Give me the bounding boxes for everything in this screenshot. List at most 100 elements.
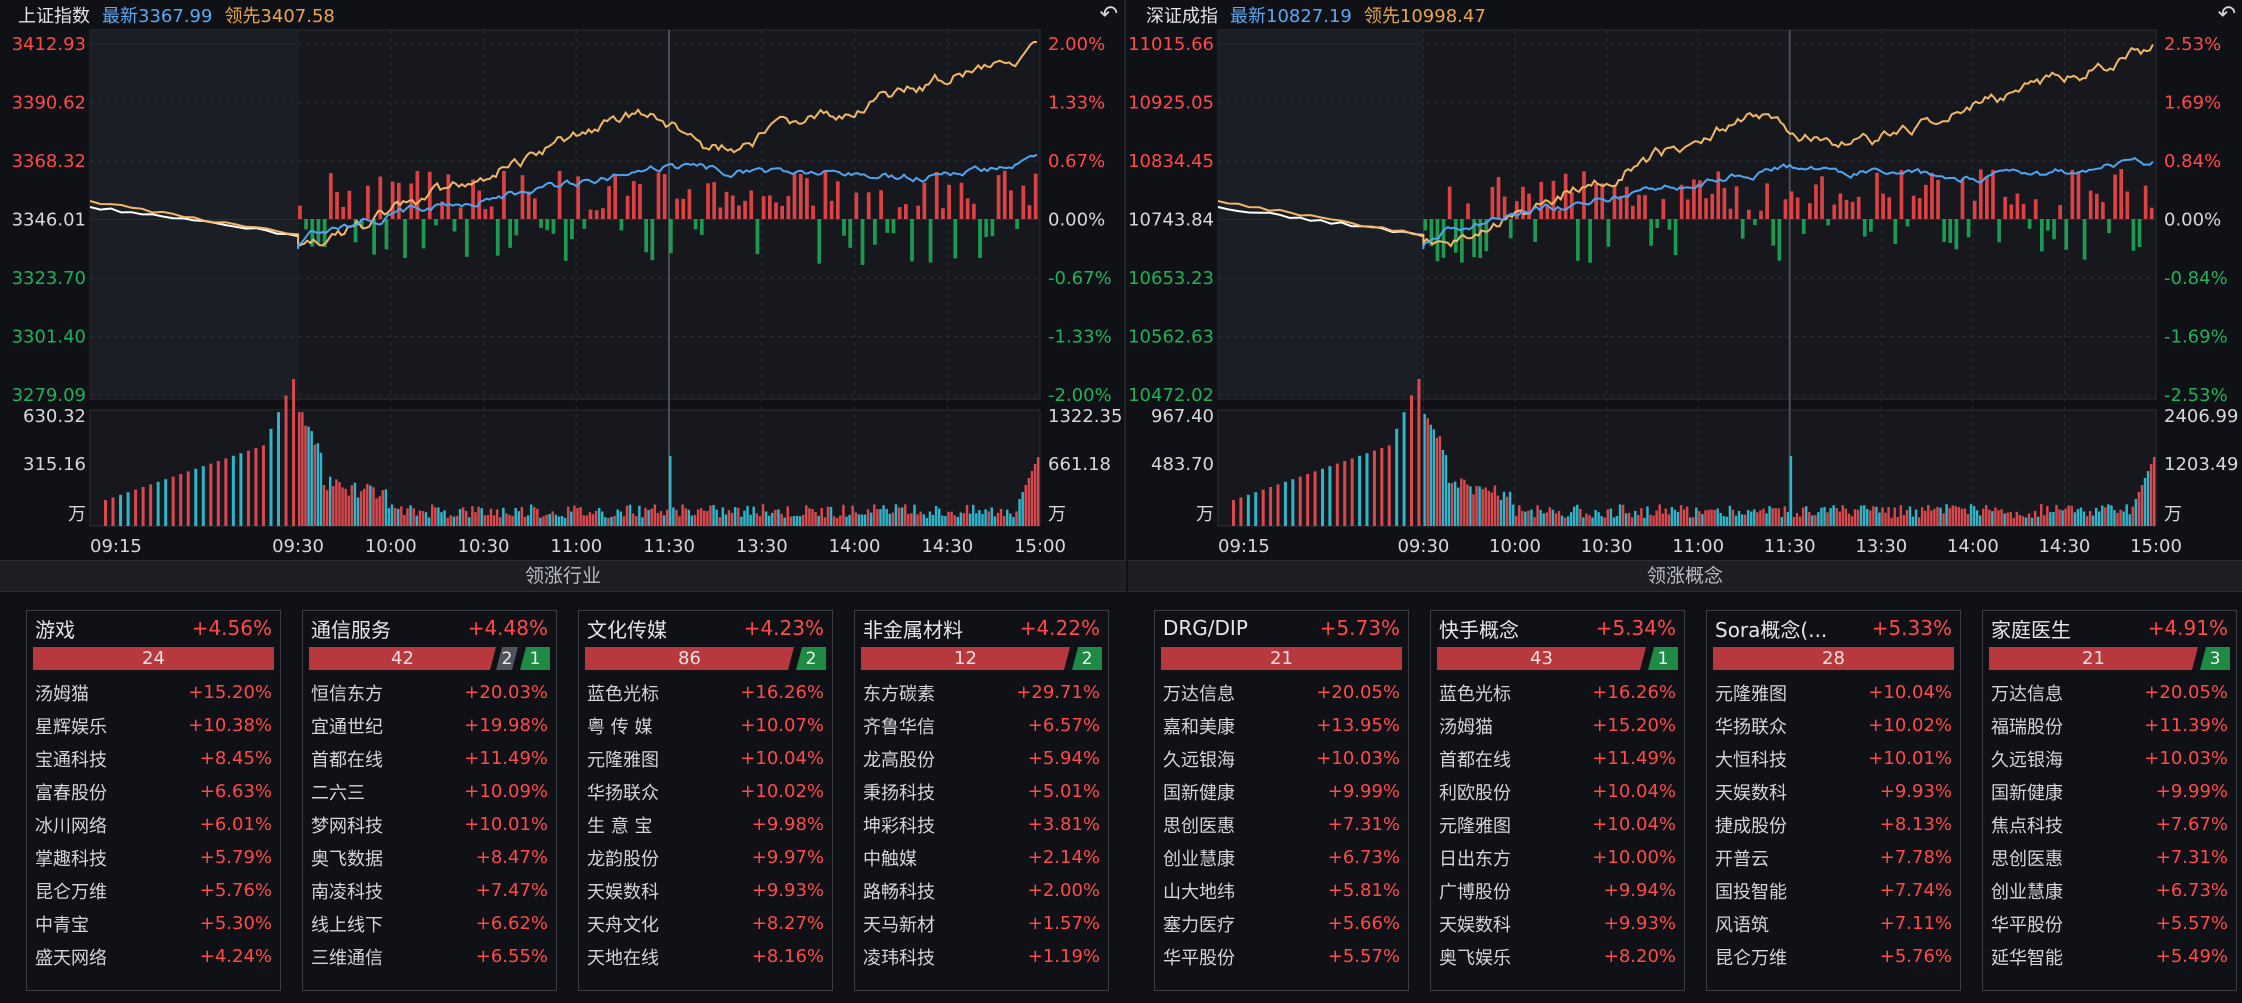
sector-card-title[interactable]: 非金属材料 +4.22%	[861, 611, 1102, 645]
stock-row[interactable]: 南凌科技 +7.47%	[309, 874, 550, 907]
volume-bar	[2125, 504, 2128, 526]
stock-row[interactable]: 龙韵股份 +9.97%	[585, 841, 826, 874]
stock-row[interactable]: 久远银海 +10.03%	[1989, 742, 2230, 775]
sector-card[interactable]: 快手概念 +5.34% 43 1 蓝色光标 +16.26% 汤姆猫 +15.20% 首都在线 +1…	[1430, 610, 1685, 991]
stock-row[interactable]: 久远银海 +10.03%	[1161, 742, 1402, 775]
stock-row[interactable]: 日出东方 +10.00%	[1437, 841, 1678, 874]
stock-row[interactable]: 华扬联众 +10.02%	[1713, 709, 1954, 742]
stock-row[interactable]: 富春股份 +6.63%	[33, 775, 274, 808]
stock-row[interactable]: 元隆雅图 +10.04%	[1713, 676, 1954, 709]
sector-card-title[interactable]: DRG/DIP +5.73%	[1161, 611, 1402, 645]
sector-card-title[interactable]: 快手概念 +5.34%	[1437, 611, 1678, 645]
stock-row[interactable]: 天地在线 +8.16%	[585, 940, 826, 973]
sector-card-title[interactable]: Sora概念(... +5.33%	[1713, 611, 1954, 645]
stock-row[interactable]: 路畅科技 +2.00%	[861, 874, 1102, 907]
stock-row[interactable]: 天娱数科 +9.93%	[585, 874, 826, 907]
stock-row[interactable]: 恒信东方 +20.03%	[309, 676, 550, 709]
sh-index-chart[interactable]: 上证指数 最新3367.99 领先3407.58 ↶ 3412.93 3390.6…	[0, 0, 1126, 560]
stock-row[interactable]: 思创医惠 +7.31%	[1161, 808, 1402, 841]
stock-row[interactable]: 山大地纬 +5.81%	[1161, 874, 1402, 907]
stock-row[interactable]: 坤彩科技 +3.81%	[861, 808, 1102, 841]
stock-row[interactable]: 广博股份 +9.94%	[1437, 874, 1678, 907]
stock-row[interactable]: 国投智能 +7.74%	[1713, 874, 1954, 907]
stock-row[interactable]: 嘉和美康 +13.95%	[1161, 709, 1402, 742]
undo-arrow-icon[interactable]: ↶	[2217, 2, 2236, 27]
stock-row[interactable]: 万达信息 +20.05%	[1161, 676, 1402, 709]
stock-row[interactable]: 中青宝 +5.30%	[33, 907, 274, 940]
sector-card-title[interactable]: 通信服务 +4.48%	[309, 611, 550, 645]
stock-row[interactable]: 天舟文化 +8.27%	[585, 907, 826, 940]
stock-row[interactable]: 创业慧康 +6.73%	[1989, 874, 2230, 907]
stock-row[interactable]: 宝通科技 +8.45%	[33, 742, 274, 775]
stock-row[interactable]: 昆仑万维 +5.76%	[1713, 940, 1954, 973]
sector-card-title[interactable]: 游戏 +4.56%	[33, 611, 274, 645]
stock-row[interactable]: 国新健康 +9.99%	[1161, 775, 1402, 808]
stock-row[interactable]: 捷成股份 +8.13%	[1713, 808, 1954, 841]
stock-row[interactable]: 汤姆猫 +15.20%	[33, 676, 274, 709]
stock-row[interactable]: 塞力医疗 +5.66%	[1161, 907, 1402, 940]
stock-row[interactable]: 利欧股份 +10.04%	[1437, 775, 1678, 808]
stock-row[interactable]: 龙高股份 +5.94%	[861, 742, 1102, 775]
sector-card[interactable]: Sora概念(... +5.33% 28 元隆雅图 +10.04% 华扬联众 +10.02%…	[1706, 610, 1961, 991]
stock-row[interactable]: 冰川网络 +6.01%	[33, 808, 274, 841]
undo-arrow-icon[interactable]: ↶	[1099, 2, 1118, 27]
stock-row[interactable]: 蓝色光标 +16.26%	[1437, 676, 1678, 709]
stock-row[interactable]: 开普云 +7.78%	[1713, 841, 1954, 874]
stock-row[interactable]: 思创医惠 +7.31%	[1989, 841, 2230, 874]
pct-tick-label: -1.69%	[2164, 327, 2228, 348]
stock-row[interactable]: 掌趣科技 +5.79%	[33, 841, 274, 874]
stock-row[interactable]: 凌玮科技 +1.19%	[861, 940, 1102, 973]
stock-row[interactable]: 焦点科技 +7.67%	[1989, 808, 2230, 841]
stock-row[interactable]: 生 意 宝 +9.98%	[585, 808, 826, 841]
stock-row[interactable]: 二六三 +10.09%	[309, 775, 550, 808]
volume-bar	[1743, 514, 1747, 526]
sector-card-title[interactable]: 家庭医生 +4.91%	[1989, 611, 2230, 645]
stock-row[interactable]: 天马新材 +1.57%	[861, 907, 1102, 940]
stock-row[interactable]: 线上线下 +6.62%	[309, 907, 550, 940]
stock-row[interactable]: 蓝色光标 +16.26%	[585, 676, 826, 709]
stock-row[interactable]: 粤 传 媒 +10.07%	[585, 709, 826, 742]
sector-card-title[interactable]: 文化传媒 +4.23%	[585, 611, 826, 645]
stock-row[interactable]: 齐鲁华信 +6.57%	[861, 709, 1102, 742]
stock-row[interactable]: 元隆雅图 +10.04%	[1437, 808, 1678, 841]
stock-row[interactable]: 首都在线 +11.49%	[309, 742, 550, 775]
stock-row[interactable]: 福瑞股份 +11.39%	[1989, 709, 2230, 742]
stock-row[interactable]: 汤姆猫 +15.20%	[1437, 709, 1678, 742]
volume-bar	[582, 515, 585, 526]
stock-row[interactable]: 盛天网络 +4.24%	[33, 940, 274, 973]
stock-row[interactable]: 中触媒 +2.14%	[861, 841, 1102, 874]
stock-row[interactable]: 风语筑 +7.11%	[1713, 907, 1954, 940]
stock-name: 生 意 宝	[587, 815, 653, 837]
stock-row[interactable]: 三维通信 +6.55%	[309, 940, 550, 973]
stock-row[interactable]: 奥飞娱乐 +8.20%	[1437, 940, 1678, 973]
sector-card[interactable]: 游戏 +4.56% 24 汤姆猫 +15.20% 星辉娱乐 +10.38% 宝通科技 +8.45…	[26, 610, 281, 991]
stock-row[interactable]: 宜通世纪 +19.98%	[309, 709, 550, 742]
stock-row[interactable]: 天娱数科 +9.93%	[1713, 775, 1954, 808]
stock-row[interactable]: 华平股份 +5.57%	[1989, 907, 2230, 940]
stock-row[interactable]: 创业慧康 +6.73%	[1161, 841, 1402, 874]
stock-row[interactable]: 华扬联众 +10.02%	[585, 775, 826, 808]
sector-card[interactable]: 通信服务 +4.48% 42 2 1 恒信东方 +20.03% 宜通世纪 +19.98% 首都在线…	[302, 610, 557, 991]
time-tick-label: 15:00	[1014, 536, 1066, 557]
sector-card[interactable]: DRG/DIP +5.73% 21 万达信息 +20.05% 嘉和美康 +13.95% 久远银…	[1154, 610, 1409, 991]
stock-row[interactable]: 天娱数科 +9.93%	[1437, 907, 1678, 940]
stock-row[interactable]: 奥飞数据 +8.47%	[309, 841, 550, 874]
stock-row[interactable]: 梦网科技 +10.01%	[309, 808, 550, 841]
stock-row[interactable]: 首都在线 +11.49%	[1437, 742, 1678, 775]
stock-row[interactable]: 秉扬科技 +5.01%	[861, 775, 1102, 808]
stock-row[interactable]: 星辉娱乐 +10.38%	[33, 709, 274, 742]
sz-index-chart[interactable]: 深证成指 最新10827.19 领先10998.47 ↶ 11015.66 109…	[1128, 0, 2242, 560]
stock-row[interactable]: 东方碳素 +29.71%	[861, 676, 1102, 709]
stock-row[interactable]: 华平股份 +5.57%	[1161, 940, 1402, 973]
stock-row[interactable]: 元隆雅图 +10.04%	[585, 742, 826, 775]
sector-card[interactable]: 家庭医生 +4.91% 21 3 万达信息 +20.05% 福瑞股份 +11.39% 久远银海 +…	[1982, 610, 2237, 991]
stock-row[interactable]: 延华智能 +5.49%	[1989, 940, 2230, 973]
stock-row[interactable]: 万达信息 +20.05%	[1989, 676, 2230, 709]
stock-row[interactable]: 昆仑万维 +5.76%	[33, 874, 274, 907]
rise-bar	[2101, 202, 2105, 219]
stock-row[interactable]: 国新健康 +9.99%	[1989, 775, 2230, 808]
sector-card[interactable]: 非金属材料 +4.22% 12 2 东方碳素 +29.71% 齐鲁华信 +6.57% 龙高股份 +…	[854, 610, 1109, 991]
stock-row[interactable]: 大恒科技 +10.01%	[1713, 742, 1954, 775]
rise-bar	[922, 182, 927, 219]
sector-card[interactable]: 文化传媒 +4.23% 86 2 蓝色光标 +16.26% 粤 传 媒 +10.07% 元隆雅图…	[578, 610, 833, 991]
